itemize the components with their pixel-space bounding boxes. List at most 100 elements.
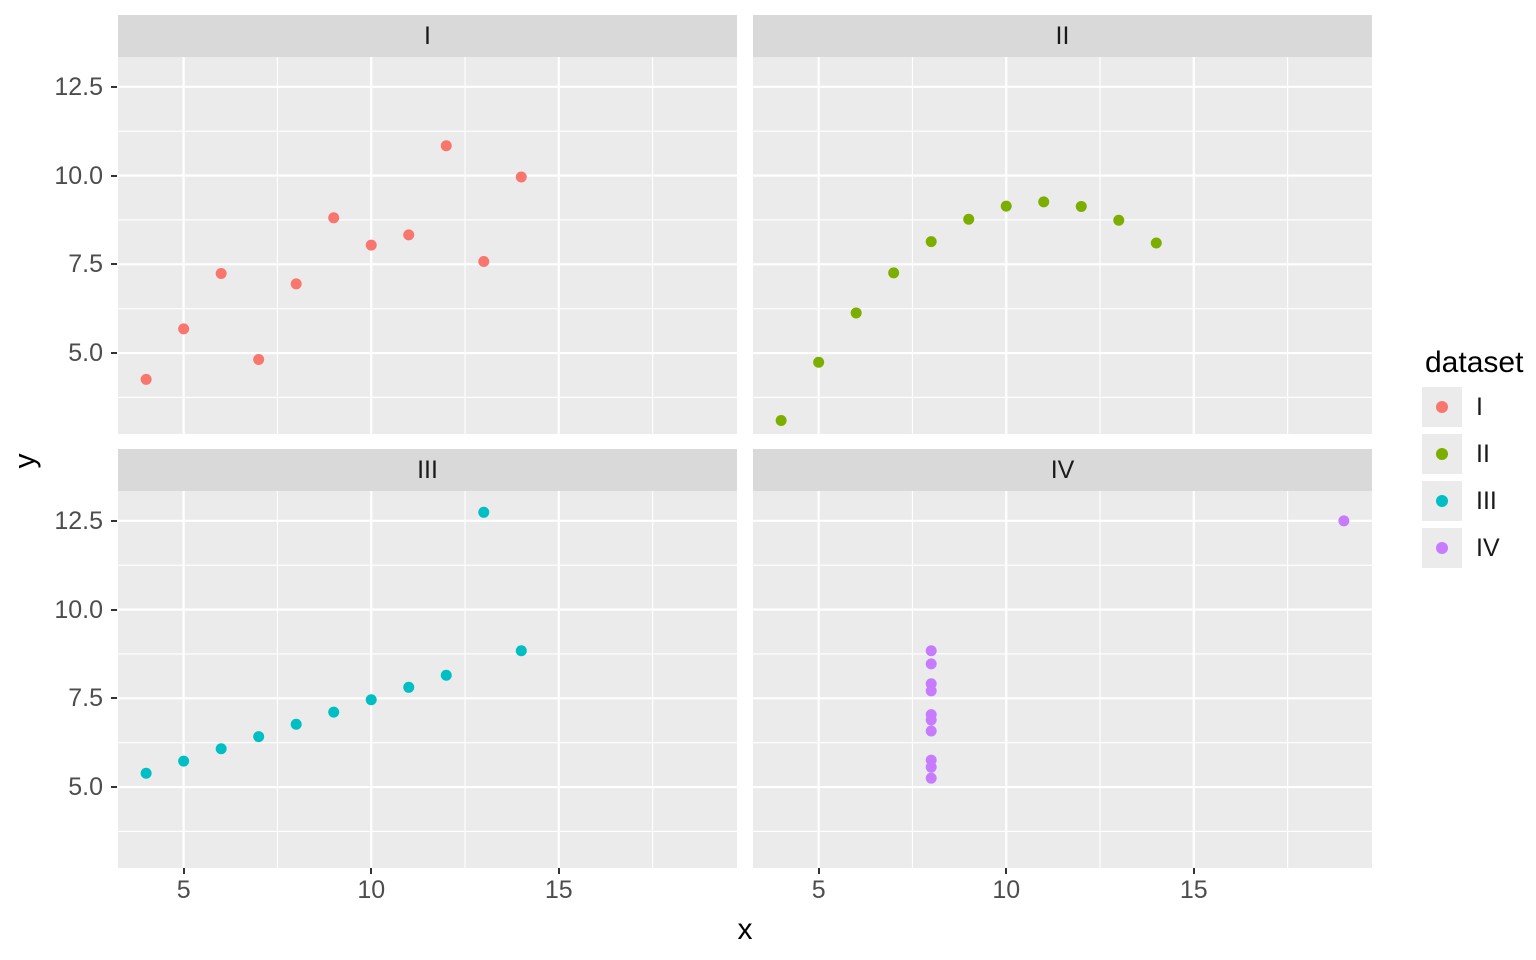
x-tick-mark [182, 868, 185, 874]
data-point-IV [925, 772, 937, 784]
y-tick-label: 12.5 [54, 72, 103, 101]
data-point-III [290, 718, 302, 730]
y-tick-label: 7.5 [68, 684, 103, 713]
data-point-IV [925, 714, 937, 726]
data-point-II [963, 213, 975, 225]
data-point-III [140, 767, 152, 779]
data-point-II [1038, 196, 1050, 208]
data-point-II [1000, 200, 1012, 212]
data-point-III [253, 731, 265, 743]
x-tick-label: 10 [992, 876, 1021, 904]
x-tick-label: 5 [811, 876, 826, 904]
data-point-III [178, 755, 190, 767]
y-tick-mark [111, 352, 117, 355]
legend-entry-III: III [1422, 481, 1497, 521]
data-point-IV [925, 761, 937, 773]
legend-title: dataset [1425, 346, 1524, 379]
facet-strip-label: III [417, 455, 438, 484]
y-tick-mark [111, 608, 117, 611]
facet-strip-label: I [424, 21, 431, 50]
x-tick-mark [557, 868, 560, 874]
data-point-I [365, 239, 377, 251]
facet-strip-III: III [118, 449, 737, 491]
facet-strip-II: II [753, 15, 1372, 57]
facet-strip-IV: IV [753, 449, 1372, 491]
legend-key [1422, 528, 1462, 568]
legend-label: III [1476, 486, 1497, 515]
data-point-III [215, 743, 227, 755]
legend-dot-icon [1436, 495, 1448, 507]
facet-strip-I: I [118, 15, 737, 57]
data-point-III [440, 669, 452, 681]
x-tick-mark [817, 868, 820, 874]
legend-dot-icon [1436, 542, 1448, 554]
data-point-I [515, 171, 527, 183]
y-tick-label: 7.5 [68, 250, 103, 279]
data-point-I [440, 140, 452, 152]
x-tick-mark [1005, 868, 1008, 874]
data-point-III [515, 645, 527, 657]
data-point-III [365, 694, 377, 706]
data-point-II [1150, 237, 1162, 249]
y-tick-label: 10.0 [54, 595, 103, 624]
facet-panel-plot-area [753, 491, 1372, 868]
legend-entry-I: I [1422, 387, 1483, 427]
legend-label: IV [1476, 533, 1500, 562]
data-point-III [403, 681, 415, 693]
facet-panel-plot-area [118, 57, 737, 434]
y-tick-mark [111, 519, 117, 522]
legend-key [1422, 434, 1462, 474]
data-point-I [215, 268, 227, 280]
y-tick-mark [111, 263, 117, 266]
data-point-II [925, 236, 937, 248]
legend-label: II [1476, 439, 1490, 468]
facet-panel-IV [753, 491, 1372, 868]
legend-dot-icon [1436, 401, 1448, 413]
data-point-IV [1338, 515, 1350, 527]
x-axis-title: x [737, 913, 753, 946]
data-point-IV [925, 678, 937, 690]
x-tick-mark [1192, 868, 1195, 874]
x-tick-mark [370, 868, 373, 874]
data-point-IV [925, 658, 937, 670]
y-tick-mark [111, 786, 117, 789]
facet-panel-II [753, 57, 1372, 434]
y-tick-label: 10.0 [54, 161, 103, 190]
legend-key [1422, 481, 1462, 521]
facet-strip-label: IV [1050, 455, 1075, 484]
data-point-III [478, 506, 490, 518]
data-point-II [850, 307, 862, 319]
facet-panel-plot-area [753, 57, 1372, 434]
legend-label: I [1476, 392, 1483, 421]
data-point-II [1075, 200, 1087, 212]
y-axis-title: y [8, 453, 42, 469]
x-tick-label: 15 [1179, 876, 1208, 904]
y-tick-label: 5.0 [68, 339, 103, 368]
y-tick-mark [111, 85, 117, 88]
legend-key [1422, 387, 1462, 427]
legend-entry-IV: IV [1422, 528, 1500, 568]
x-tick-label: 15 [544, 876, 573, 904]
data-point-I [478, 255, 490, 267]
data-point-II [775, 415, 787, 427]
data-point-III [328, 706, 340, 718]
y-tick-label: 12.5 [54, 506, 103, 535]
data-point-II [888, 267, 900, 279]
legend-entry-II: II [1422, 434, 1490, 474]
data-point-I [178, 323, 190, 335]
data-point-I [290, 278, 302, 290]
facet-strip-label: II [1055, 21, 1070, 50]
y-tick-mark [111, 697, 117, 700]
y-tick-label: 5.0 [68, 773, 103, 802]
facet-panel-III [118, 491, 737, 868]
data-point-I [140, 373, 152, 385]
x-tick-label: 10 [357, 876, 386, 904]
data-point-II [1113, 214, 1125, 226]
legend-dot-icon [1436, 448, 1448, 460]
data-point-IV [925, 645, 937, 657]
facet-panel-I [118, 57, 737, 434]
facet-panel-plot-area [118, 491, 737, 868]
data-point-II [813, 356, 825, 368]
data-point-I [253, 353, 265, 365]
